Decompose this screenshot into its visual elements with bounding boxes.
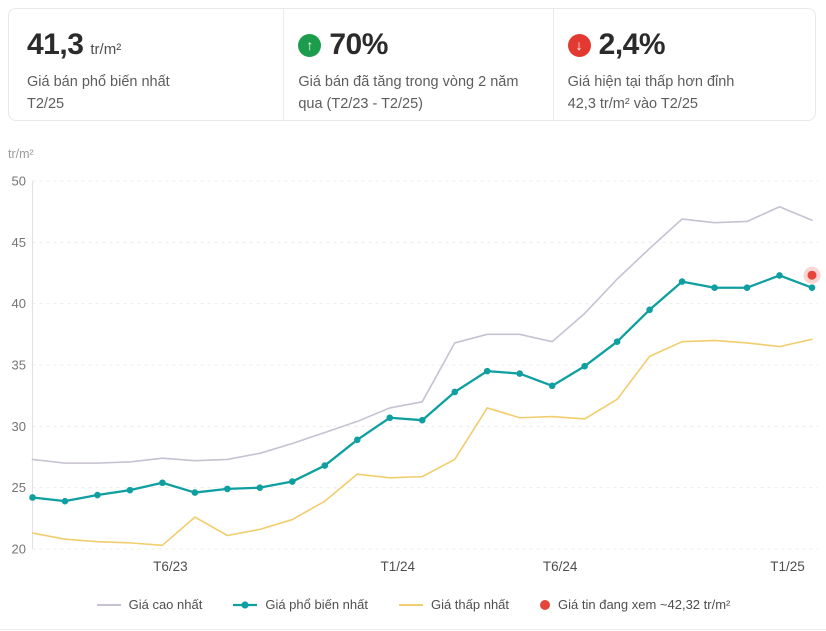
data-point[interactable] <box>646 306 653 314</box>
data-point[interactable] <box>776 272 783 279</box>
legend-item-current-listing[interactable]: Giá tin đang xem ~42,32 tr/m² <box>539 597 730 612</box>
series-line-1 <box>31 274 814 503</box>
y-tick-label: 30 <box>12 419 26 434</box>
stat-two-year-change: ↑ 70% Giá bán đã tăng trong vòng 2 năm q… <box>283 9 552 120</box>
y-tick-label: 25 <box>12 480 26 495</box>
below-peak-value: 2,4% <box>598 28 666 61</box>
stat-common-price: 41,3 tr/m² Giá bán phổ biến nhất T2/25 <box>9 9 283 120</box>
arrow-down-icon: ↓ <box>567 33 591 57</box>
data-point[interactable] <box>159 479 166 487</box>
y-axis-unit-label: tr/m² <box>8 147 34 161</box>
series-line-2 <box>31 338 813 547</box>
min-price-line-swatch <box>398 603 423 606</box>
data-point[interactable] <box>678 278 686 285</box>
common-price-description: Giá bán phổ biến nhất T2/25 <box>27 71 271 115</box>
data-point[interactable] <box>548 382 556 390</box>
x-tick-label: T1/25 <box>770 559 805 574</box>
legend-label-max-price: Giá cao nhất <box>128 597 203 612</box>
x-tick-label: T6/23 <box>153 559 188 574</box>
data-point[interactable] <box>321 462 329 469</box>
arrow-up-icon: ↑ <box>298 33 322 57</box>
data-point[interactable] <box>61 497 69 505</box>
common-price-line-swatch <box>233 600 258 609</box>
below-peak-line2: 42,3 tr/m² vào T2/25 <box>567 96 698 112</box>
stat-below-peak: ↓ 2,4% Giá hiện tại thấp hơn đỉnh 42,3 t… <box>552 9 815 120</box>
below-peak-description: Giá hiện tại thấp hơn đỉnh 42,3 tr/m² và… <box>568 71 803 115</box>
y-tick-label: 20 <box>12 542 26 557</box>
max-price-line-swatch <box>96 603 121 606</box>
legend-item-common-price[interactable]: Giá phổ biến nhất <box>232 597 368 612</box>
chart-legend: Giá cao nhất Giá phổ biến nhất Giá thấp … <box>0 597 826 612</box>
bottom-divider <box>0 629 826 630</box>
data-point[interactable] <box>483 367 491 375</box>
common-price-period: T2/25 <box>27 96 65 112</box>
common-price-value: 41,3 <box>27 28 84 61</box>
y-tick-label: 40 <box>12 296 26 311</box>
data-point[interactable] <box>711 284 718 292</box>
y-tick-label: 45 <box>12 235 26 250</box>
price-history-chart[interactable]: tr/m² 20 25 30 35 40 45 50 T6/23 T1/24 T6/24 T1/25 <box>0 140 826 595</box>
legend-label-common-price: Giá phổ biến nhất <box>265 597 368 612</box>
data-point[interactable] <box>516 370 523 377</box>
data-point[interactable] <box>94 491 101 499</box>
data-point[interactable] <box>581 362 588 370</box>
price-summary-card: 41,3 tr/m² Giá bán phổ biến nhất T2/25 ↑… <box>8 8 816 121</box>
y-tick-label: 35 <box>12 358 26 373</box>
below-peak-line1: Giá hiện tại thấp hơn đỉnh <box>567 74 735 90</box>
legend-label-min-price: Giá thấp nhất <box>430 597 510 612</box>
series-line-0 <box>31 205 813 464</box>
legend-label-current-listing: Giá tin đang xem ~42,32 tr/m² <box>558 597 731 612</box>
current-listing-dot[interactable] <box>807 270 817 280</box>
data-point[interactable] <box>451 388 459 396</box>
y-tick-label: 50 <box>12 174 26 189</box>
data-point[interactable] <box>256 484 264 491</box>
x-tick-label: T6/24 <box>543 559 578 574</box>
common-price-label: Giá bán phổ biến nhất <box>27 74 170 90</box>
x-tick-label: T1/24 <box>381 559 416 574</box>
legend-item-max-price[interactable]: Giá cao nhất <box>96 597 203 612</box>
data-point[interactable] <box>353 436 361 444</box>
current-listing-dot-swatch <box>540 599 551 610</box>
two-year-change-value: 70% <box>329 28 388 61</box>
data-point[interactable] <box>126 486 134 494</box>
legend-item-min-price[interactable]: Giá thấp nhất <box>398 597 509 612</box>
common-price-unit: tr/m² <box>90 41 122 58</box>
two-year-change-value-row: ↑ 70% <box>298 28 540 62</box>
below-peak-value-row: ↓ 2,4% <box>567 28 803 62</box>
common-price-value-row: 41,3 tr/m² <box>27 28 271 62</box>
data-point[interactable] <box>191 489 199 496</box>
price-chart-canvas[interactable]: tr/m² 20 25 30 35 40 45 50 T6/23 T1/24 T6/24 T1/25 <box>0 140 826 595</box>
two-year-change-line2: qua (T2/23 - T2/25) <box>298 96 423 112</box>
data-point[interactable] <box>743 284 751 292</box>
data-point[interactable] <box>808 284 816 292</box>
data-point[interactable] <box>224 485 231 493</box>
two-year-change-description: Giá bán đã tăng trong vòng 2 năm qua (T2… <box>298 71 540 115</box>
data-point[interactable] <box>29 494 36 501</box>
data-point[interactable] <box>289 478 296 485</box>
data-point[interactable] <box>418 416 426 424</box>
data-point[interactable] <box>386 414 394 422</box>
data-point[interactable] <box>613 338 621 345</box>
two-year-change-line1: Giá bán đã tăng trong vòng 2 năm <box>298 74 519 90</box>
